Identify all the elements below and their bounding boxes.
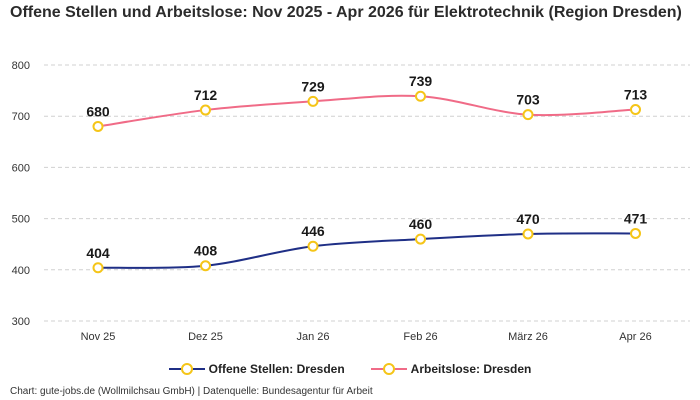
legend-label: Offene Stellen: Dresden xyxy=(208,362,345,376)
chart-legend: Offene Stellen: Dresden Arbeitslose: Dres… xyxy=(0,362,700,376)
data-label: 408 xyxy=(194,243,218,259)
data-point xyxy=(307,240,319,252)
x-tick-label: Nov 25 xyxy=(81,331,116,343)
data-point xyxy=(630,104,641,116)
y-tick-label: 700 xyxy=(12,111,30,123)
legend-swatch xyxy=(370,363,407,375)
data-point xyxy=(200,260,211,272)
data-point xyxy=(92,120,104,132)
data-point xyxy=(630,227,641,239)
data-label: 703 xyxy=(516,92,540,108)
legend-item-0[interactable]: Offene Stellen: Dresden xyxy=(168,362,345,376)
chart-credit: Chart: gute-jobs.de (Wollmilchsau GmbH) … xyxy=(10,386,373,397)
legend-item-1[interactable]: Arbeitslose: Dresden xyxy=(370,362,532,376)
data-point xyxy=(522,109,534,121)
data-label: 729 xyxy=(301,78,325,94)
data-label: 739 xyxy=(409,73,433,89)
data-point xyxy=(522,228,534,240)
y-tick-label: 600 xyxy=(12,162,30,174)
data-label: 712 xyxy=(194,87,218,103)
data-point xyxy=(415,90,426,102)
data-label: 680 xyxy=(86,103,110,119)
data-label: 460 xyxy=(409,216,433,232)
x-tick-label: Dez 25 xyxy=(188,331,223,343)
y-tick-label: 500 xyxy=(12,214,30,226)
data-label: 713 xyxy=(624,87,648,103)
legend-label: Arbeitslose: Dresden xyxy=(410,362,532,376)
x-tick-label: März 26 xyxy=(508,331,548,343)
series-line-0 xyxy=(97,232,636,269)
data-point xyxy=(200,104,211,116)
data-label: 446 xyxy=(301,223,325,239)
data-point xyxy=(92,262,104,274)
line-chart: 300 400 500 600 700 800 Nov 25 Dez 25 Jan 26 Feb … xyxy=(12,60,690,343)
data-point xyxy=(415,233,426,245)
y-tick-label: 800 xyxy=(12,60,30,72)
data-point xyxy=(307,95,319,107)
legend-swatch xyxy=(168,363,205,375)
legend-swatch-marker xyxy=(180,363,193,375)
series-line-1 xyxy=(97,94,636,128)
data-label: 471 xyxy=(624,210,648,226)
data-label: 470 xyxy=(516,211,540,227)
x-tick-label: Feb 26 xyxy=(403,331,437,343)
legend-swatch-marker xyxy=(382,363,395,375)
x-tick-label: Jan 26 xyxy=(296,331,329,343)
chart-title: Offene Stellen und Arbeitslose: Nov 2025… xyxy=(10,4,682,21)
y-tick-label: 400 xyxy=(12,265,30,277)
y-tick-label: 300 xyxy=(12,316,30,328)
x-tick-label: Apr 26 xyxy=(619,331,651,343)
data-label: 404 xyxy=(86,245,110,261)
